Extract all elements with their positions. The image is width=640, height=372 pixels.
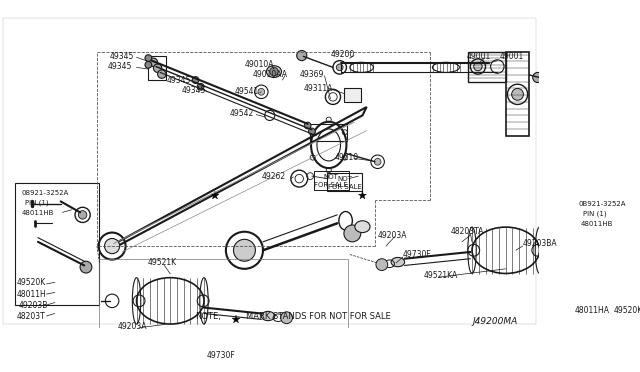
Polygon shape: [232, 315, 240, 323]
Text: 48203T: 48203T: [17, 311, 45, 321]
Text: 49542: 49542: [229, 109, 253, 118]
Bar: [506, 52, 529, 137]
Ellipse shape: [391, 257, 404, 267]
Circle shape: [192, 77, 199, 83]
Text: 49520KA: 49520KA: [614, 307, 640, 315]
Text: FOR SALE: FOR SALE: [314, 182, 348, 188]
Circle shape: [337, 64, 343, 71]
Ellipse shape: [355, 221, 370, 232]
Text: 49541: 49541: [234, 87, 259, 96]
Text: PIN (1): PIN (1): [583, 211, 607, 217]
Text: 49730F: 49730F: [207, 351, 236, 360]
Text: 49203A: 49203A: [118, 322, 147, 331]
Circle shape: [269, 67, 278, 76]
Circle shape: [197, 83, 204, 90]
Text: 49345: 49345: [167, 76, 191, 84]
Bar: [314, 171, 349, 190]
Text: 49200: 49200: [330, 50, 355, 59]
Circle shape: [636, 264, 640, 276]
Circle shape: [304, 122, 311, 129]
Bar: [468, 52, 506, 82]
Text: 49345: 49345: [109, 52, 134, 61]
Text: MARK STANDS FOR NOT FOR SALE: MARK STANDS FOR NOT FOR SALE: [246, 311, 391, 321]
Text: 49203B: 49203B: [19, 301, 48, 310]
Text: 48203TA: 48203TA: [451, 227, 484, 236]
Bar: [99, 259, 348, 360]
Text: 49001: 49001: [467, 52, 492, 61]
Text: 49520K: 49520K: [17, 278, 46, 287]
Circle shape: [297, 51, 307, 61]
Circle shape: [234, 239, 255, 261]
Ellipse shape: [266, 66, 282, 77]
Circle shape: [568, 225, 582, 238]
Text: 49345: 49345: [108, 62, 132, 71]
Text: 49203BA: 49203BA: [523, 239, 557, 248]
Text: 49203A: 49203A: [378, 231, 407, 240]
Circle shape: [635, 215, 640, 223]
Text: NOT: NOT: [323, 174, 338, 180]
Text: J49200MA: J49200MA: [472, 317, 517, 326]
Text: 49262: 49262: [261, 171, 285, 180]
Circle shape: [474, 62, 482, 71]
Circle shape: [145, 61, 152, 68]
Circle shape: [149, 58, 157, 67]
Text: 48011HA: 48011HA: [575, 307, 610, 315]
Text: NOTE,: NOTE,: [196, 311, 221, 321]
Text: 08921-3252A: 08921-3252A: [21, 190, 68, 196]
Circle shape: [78, 211, 87, 219]
Text: 49730F: 49730F: [403, 250, 431, 259]
Bar: [15, 183, 99, 305]
Text: 49010AA: 49010AA: [253, 70, 288, 80]
Text: 48011HB: 48011HB: [22, 210, 54, 216]
Bar: [344, 89, 361, 102]
Circle shape: [374, 158, 381, 165]
Bar: [310, 124, 348, 141]
Circle shape: [157, 70, 166, 78]
Text: 49311A: 49311A: [303, 84, 333, 93]
Ellipse shape: [261, 311, 275, 321]
Text: 49010A: 49010A: [244, 60, 274, 69]
Text: FOR SALE: FOR SALE: [328, 184, 362, 190]
Text: 0B921-3252A: 0B921-3252A: [578, 201, 626, 207]
Circle shape: [258, 89, 265, 95]
Circle shape: [104, 238, 120, 254]
Text: 49521K: 49521K: [147, 259, 177, 267]
Circle shape: [80, 261, 92, 273]
Text: 49369: 49369: [300, 70, 324, 80]
Polygon shape: [358, 191, 367, 199]
Text: 49001: 49001: [500, 52, 524, 61]
Text: PIN (1): PIN (1): [26, 200, 49, 206]
Circle shape: [532, 73, 543, 83]
Text: 49521KA: 49521KA: [424, 271, 458, 280]
Circle shape: [344, 225, 361, 242]
Text: 49345: 49345: [181, 86, 205, 96]
Circle shape: [376, 259, 388, 270]
Polygon shape: [109, 107, 367, 250]
Circle shape: [281, 312, 292, 324]
Bar: [327, 173, 362, 191]
Circle shape: [308, 128, 316, 135]
Bar: [147, 57, 166, 80]
Text: 48011H: 48011H: [17, 290, 47, 299]
Circle shape: [145, 55, 152, 61]
Text: NOT: NOT: [337, 176, 352, 183]
Polygon shape: [211, 191, 219, 199]
Text: 48011HB: 48011HB: [580, 221, 613, 227]
Circle shape: [511, 89, 524, 100]
Circle shape: [154, 64, 162, 73]
Bar: [573, 200, 640, 322]
Text: 49210: 49210: [335, 153, 359, 162]
